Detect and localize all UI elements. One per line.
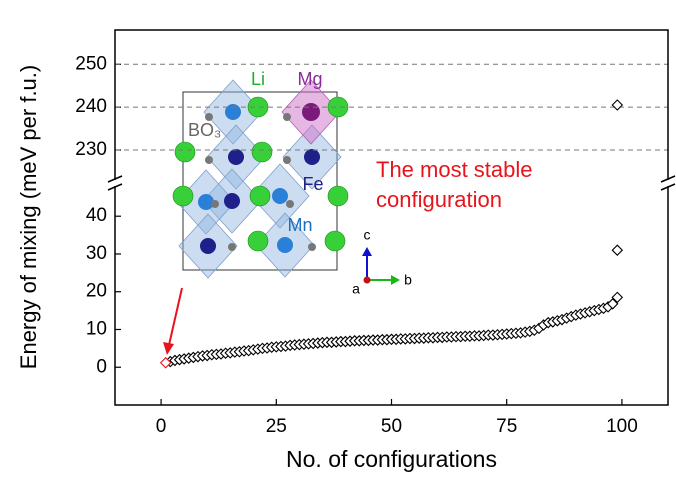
y-tick-label: 0: [96, 356, 107, 377]
inset-label: Mg: [297, 69, 322, 89]
point: [612, 245, 622, 255]
y-tick-label: 30: [86, 243, 107, 264]
x-tick-label: 50: [381, 416, 402, 437]
axis-label: c: [364, 227, 371, 243]
inset-label: Fe: [302, 174, 323, 194]
x-axis-label: No. of configurations: [286, 446, 497, 472]
x-tick-label: 25: [266, 416, 287, 437]
point: [612, 100, 622, 110]
inset-label: Li: [251, 69, 265, 89]
y-tick-label: 230: [75, 139, 107, 160]
x-tick-label: 75: [496, 416, 517, 437]
y-tick-label: 10: [86, 318, 107, 339]
inset-structure: Li Mg BO₃ Fe Mn c a b: [173, 69, 412, 297]
annotation-arrow: [163, 288, 182, 355]
chart: Li Mg BO₃ Fe Mn c a b 230240250010203040…: [0, 0, 676, 476]
y-tick-label: 250: [75, 53, 107, 74]
y-axis-label: Energy of mixing (meV per f.u.): [16, 65, 41, 369]
inset-label: Mn: [287, 215, 312, 235]
axis-label: a: [352, 281, 360, 297]
annotation: The most stable: [376, 157, 533, 182]
inset-label: BO₃: [188, 120, 221, 140]
x-tick-label: 100: [606, 416, 638, 437]
y-tick-label: 20: [86, 281, 107, 302]
annotation: configuration: [376, 187, 502, 212]
y-tick-label: 40: [86, 205, 107, 226]
y-tick-label: 240: [75, 96, 107, 117]
axis-label: b: [404, 272, 412, 288]
x-tick-label: 0: [156, 416, 167, 437]
